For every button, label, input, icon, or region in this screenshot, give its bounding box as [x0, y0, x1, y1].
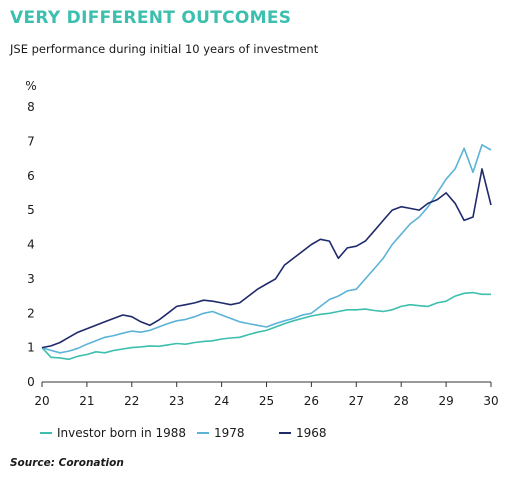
- legend-label-1968: 1968: [296, 426, 327, 440]
- x-tick-label: 28: [394, 394, 409, 408]
- chart-subtitle: JSE performance during initial 10 years …: [10, 42, 319, 56]
- y-axis-unit-label: %: [25, 79, 36, 93]
- y-tick-label: 1: [27, 341, 35, 355]
- x-tick-label: 21: [79, 394, 94, 408]
- x-tick-label: 27: [349, 394, 364, 408]
- y-tick-label: 5: [27, 203, 35, 217]
- x-tick-label: 26: [304, 394, 319, 408]
- x-tick-label: 23: [169, 394, 184, 408]
- x-tick-label: 20: [34, 394, 49, 408]
- x-tick-label: 22: [124, 394, 139, 408]
- series-line-1978: [41, 144, 492, 354]
- legend-label-1978: 1978: [214, 426, 245, 440]
- x-tick-label: 30: [483, 394, 498, 408]
- y-tick-label: 8: [27, 100, 35, 114]
- legend-label-1988: Investor born in 1988: [57, 426, 186, 440]
- y-tick-label: 0: [27, 375, 35, 389]
- y-tick-label: 2: [27, 306, 35, 320]
- chart-title: VERY DIFFERENT OUTCOMES: [10, 8, 292, 28]
- chart-source: Source: Coronation: [10, 457, 124, 469]
- x-tick-label: 29: [438, 394, 453, 408]
- series-line-1988: [41, 291, 491, 361]
- y-tick-label: 7: [27, 134, 35, 148]
- series-line-1968: [41, 168, 492, 349]
- y-tick-label: 6: [27, 169, 35, 183]
- y-tick-label: 3: [27, 272, 35, 286]
- y-tick-label: 4: [27, 238, 35, 252]
- x-tick-label: 24: [214, 394, 229, 408]
- x-tick-label: 25: [259, 394, 274, 408]
